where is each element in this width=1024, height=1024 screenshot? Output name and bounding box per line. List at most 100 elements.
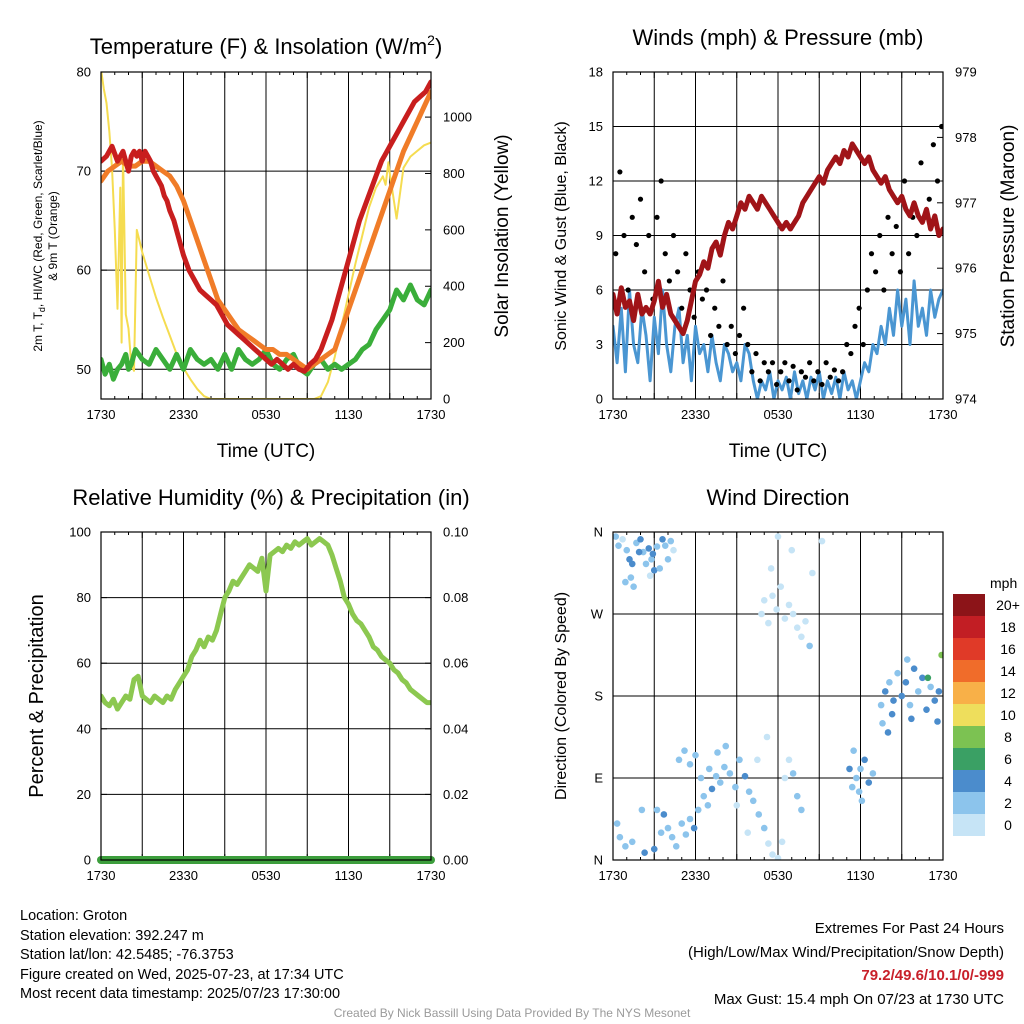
y-axis-label: Direction (Colored By Speed) xyxy=(553,592,570,800)
wind-direction-point xyxy=(938,651,943,659)
gust-point xyxy=(918,160,924,166)
y-tick-label: 12 xyxy=(589,174,603,189)
wind-direction-point xyxy=(616,833,624,841)
x-tick-label: 2330 xyxy=(681,407,710,422)
wind-direction-point xyxy=(774,533,782,540)
wind-direction-point xyxy=(869,770,877,777)
y-tick-label: E xyxy=(594,771,603,786)
gust-point xyxy=(844,341,850,348)
wind-direction-point xyxy=(628,560,636,568)
y-tick-label: N xyxy=(594,853,603,868)
y2-tick-label: 1000 xyxy=(443,110,472,125)
extremes-info: Extremes For Past 24 Hours (High/Low/Max… xyxy=(688,917,1004,1011)
plot-border xyxy=(612,71,944,400)
gust-point xyxy=(679,305,685,311)
y-tick-label: 70 xyxy=(77,164,91,179)
wind-direction-point xyxy=(858,797,866,805)
chart-title-tail: ) xyxy=(435,34,442,59)
y2-tick-label: 0 xyxy=(443,392,450,407)
gust-point xyxy=(757,378,763,384)
wind-direction-point xyxy=(646,572,654,580)
wind-direction-point xyxy=(754,756,761,764)
wind-direction-point xyxy=(712,772,720,780)
x-tick-label: 1730 xyxy=(417,407,446,422)
wind-direction-point xyxy=(749,797,757,805)
y2-tick-label: 0.00 xyxy=(443,853,468,868)
wind-direction-point xyxy=(765,619,772,627)
y-tick-label: 0 xyxy=(84,853,91,868)
colorbar-label: 16 xyxy=(1000,641,1016,657)
gust-point xyxy=(815,369,821,375)
y-tick-label: 60 xyxy=(77,656,91,671)
wind-direction-point xyxy=(881,688,889,695)
station-info: Location: Groton Station elevation: 392.… xyxy=(20,907,344,1005)
x-tick-label: 0530 xyxy=(764,868,793,883)
colorbar-label: 2 xyxy=(1004,795,1012,811)
gust-point xyxy=(749,369,755,375)
wind-direction-point xyxy=(906,701,914,709)
gust-point xyxy=(654,214,660,220)
temperature-line xyxy=(101,79,431,374)
wind-direction-point xyxy=(861,756,868,764)
y-tick-label: N xyxy=(594,525,603,540)
gust-point xyxy=(926,196,932,202)
y-axis-label-subscript: d xyxy=(37,307,47,312)
wind-direction-point xyxy=(855,788,863,795)
wind-direction-point xyxy=(733,802,741,809)
gust-point xyxy=(675,269,681,275)
wind-direction-point xyxy=(619,535,626,543)
y-tick-label: 80 xyxy=(77,590,91,605)
gust-point xyxy=(848,350,854,357)
gust-point xyxy=(864,287,870,293)
location-text: Location: Groton xyxy=(20,908,128,924)
wind-direction-point xyxy=(686,761,694,768)
colorbar-title: mph xyxy=(990,575,1017,591)
gust-point xyxy=(666,278,672,284)
wind-direction-point xyxy=(736,756,743,764)
y2-tick-label: 979 xyxy=(955,65,977,80)
wind-direction-point xyxy=(690,824,698,832)
colorbar-swatch xyxy=(953,726,985,748)
y2-tick-label: 974 xyxy=(955,392,977,407)
wind-direction-point xyxy=(682,831,690,838)
y2-tick-label: 0.10 xyxy=(443,525,468,540)
wind-direction-point xyxy=(638,806,646,814)
wind-direction-point xyxy=(785,601,793,609)
wind-direction-point xyxy=(664,824,672,832)
gust-point xyxy=(658,178,664,184)
y-tick-label: 40 xyxy=(77,721,91,736)
gust-point xyxy=(827,374,833,380)
wind-direction-point xyxy=(884,729,892,736)
wind-direction-point xyxy=(657,829,665,836)
colorbar-swatch xyxy=(953,792,985,814)
wind-direction-point xyxy=(745,788,753,795)
gust-point xyxy=(914,232,920,239)
wind-direction-point xyxy=(798,806,805,814)
gust-point xyxy=(939,123,943,130)
gust-point xyxy=(786,378,792,384)
y-tick-label: 15 xyxy=(589,119,603,134)
wind-direction-point xyxy=(853,774,860,782)
x-tick-label: 1130 xyxy=(847,407,875,422)
wind-direction-point xyxy=(886,679,893,686)
wind-direction-point xyxy=(806,642,813,650)
y-axis-label: 2m T, Td, HI/WC (Red, Green, Scarlet/Blu… xyxy=(31,120,47,351)
y2-tick-label: 0.04 xyxy=(443,721,468,736)
wind-direction-point xyxy=(857,765,864,773)
x-tick-label: 2330 xyxy=(169,407,198,422)
x-tick-label: 1130 xyxy=(335,868,363,883)
gust-point xyxy=(823,360,829,366)
gust-point xyxy=(774,381,780,388)
gust-point xyxy=(703,287,710,293)
gust-point xyxy=(720,278,726,284)
wind-direction-point xyxy=(910,665,918,672)
gust-point xyxy=(873,269,879,275)
heat-index-line xyxy=(101,89,431,372)
plot-area xyxy=(613,533,943,860)
wind-direction-point xyxy=(716,779,724,786)
wind-direction-point xyxy=(623,546,631,554)
wind-direction-point xyxy=(642,560,650,568)
wind-direction-point xyxy=(692,751,699,759)
x-tick-label: 1130 xyxy=(335,407,363,422)
wind-direction-point xyxy=(931,697,939,704)
